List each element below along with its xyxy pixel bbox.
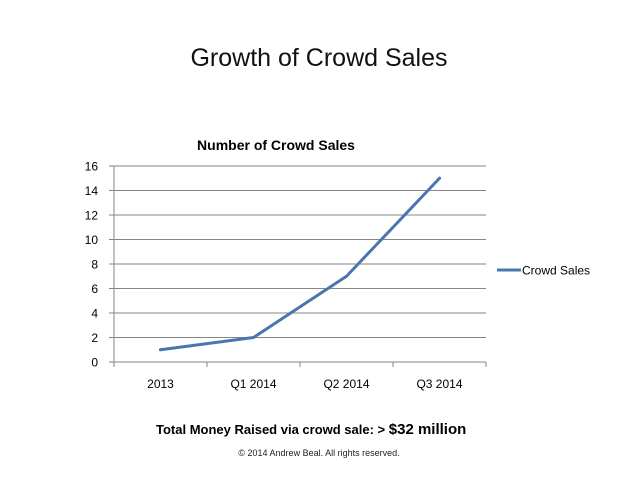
y-tick-label: 10 — [85, 233, 99, 247]
legend-label: Crowd Sales — [522, 264, 590, 278]
y-tick-label: 4 — [91, 307, 98, 321]
copyright-notice: © 2014 Andrew Beal. All rights reserved. — [238, 448, 400, 458]
x-tick-label: Q1 2014 — [230, 377, 276, 391]
data-point — [159, 348, 162, 352]
x-tick-label: Q2 2014 — [323, 377, 369, 391]
data-point — [345, 274, 348, 278]
y-tick-label: 0 — [91, 356, 98, 370]
y-tick-label: 14 — [85, 184, 99, 198]
series-line-crowd-sales — [159, 176, 441, 352]
y-tick-label: 2 — [91, 331, 98, 345]
y-tick-label: 6 — [91, 282, 98, 296]
money-raised-text: Total Money Raised via crowd sale: > $32… — [156, 421, 466, 438]
y-tick-label: 12 — [85, 209, 99, 223]
x-tick-label: Q3 2014 — [416, 377, 462, 391]
data-point — [252, 336, 255, 339]
y-tick-label: 8 — [91, 258, 98, 272]
x-tick-label: 2013 — [147, 377, 174, 391]
money-raised-label: Total Money Raised via crowd sale: > — [156, 422, 386, 437]
money-raised-value: $32 million — [388, 421, 467, 438]
y-tick-label: 16 — [85, 160, 99, 174]
chart-title: Number of Crowd Sales — [197, 137, 355, 153]
slide-title: Growth of Crowd Sales — [190, 44, 448, 72]
data-point — [438, 176, 441, 180]
